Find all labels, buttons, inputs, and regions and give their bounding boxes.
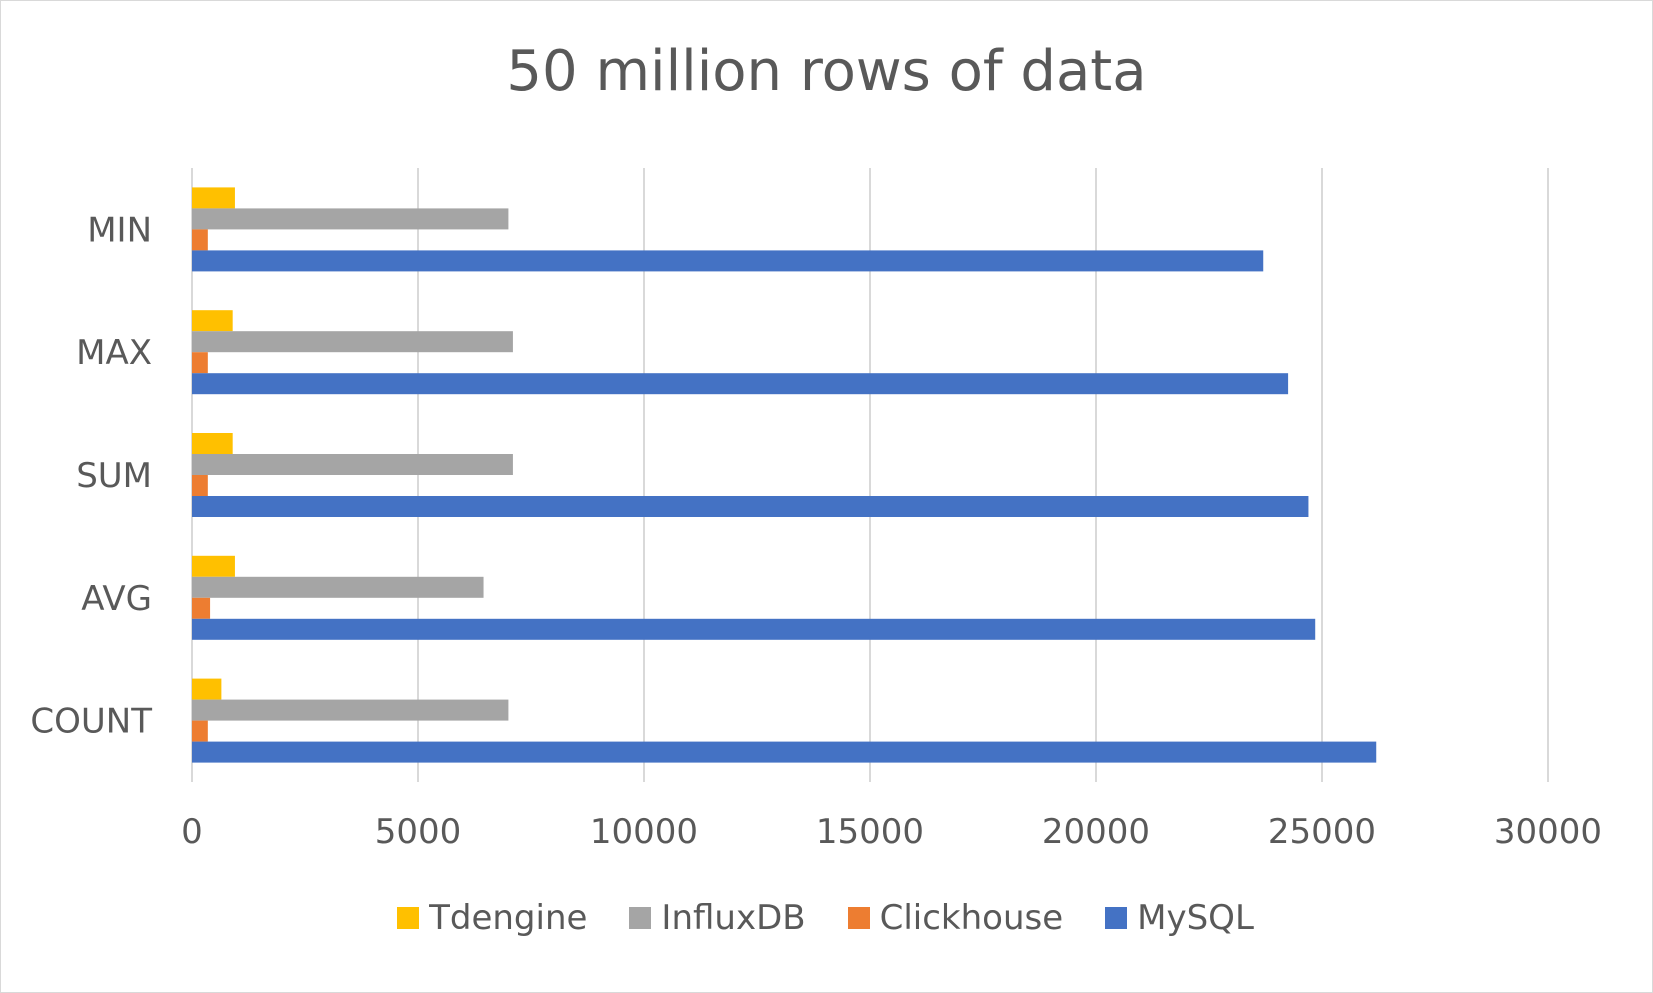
category-label-avg: AVG bbox=[81, 579, 152, 619]
bar-mysql-sum bbox=[192, 496, 1309, 517]
bar-mysql-min bbox=[192, 250, 1264, 272]
bar-influxdb-min bbox=[192, 208, 509, 230]
x-tick-label-5000: 5000 bbox=[375, 812, 462, 852]
legend-item-tdengine: Tdengine bbox=[397, 898, 587, 938]
bar-tdengine-count bbox=[192, 678, 222, 700]
bar-mysql-count bbox=[192, 741, 1377, 763]
legend-item-clickhouse: Clickhouse bbox=[847, 898, 1064, 938]
bar-influxdb-avg bbox=[192, 576, 484, 598]
category-label-max: MAX bbox=[76, 333, 152, 373]
category-label-count: COUNT bbox=[30, 702, 152, 742]
bar-clickhouse-count bbox=[192, 720, 208, 742]
bar-mysql-avg bbox=[192, 618, 1316, 640]
bar-clickhouse-avg bbox=[192, 597, 211, 619]
x-tick-label-0: 0 bbox=[181, 812, 203, 852]
bar-influxdb-count bbox=[192, 699, 509, 721]
bar-clickhouse-min bbox=[192, 229, 208, 251]
bar-mysql-max bbox=[192, 373, 1289, 395]
legend-swatch-influxdb bbox=[629, 907, 652, 929]
legend-item-influxdb: InfluxDB bbox=[629, 898, 806, 938]
bar-clickhouse-max bbox=[192, 352, 208, 374]
bar-tdengine-min bbox=[192, 187, 235, 209]
legend-item-mysql: MySQL bbox=[1105, 898, 1254, 938]
legend-label-clickhouse: Clickhouse bbox=[879, 898, 1064, 938]
bar-influxdb-max bbox=[192, 331, 513, 353]
legend-swatch-tdengine bbox=[397, 907, 420, 929]
chart-title: 50 million rows of data bbox=[506, 39, 1147, 104]
x-tick-label-20000: 20000 bbox=[1042, 812, 1150, 852]
legend-swatch-clickhouse bbox=[847, 907, 870, 929]
x-tick-label-30000: 30000 bbox=[1494, 812, 1602, 852]
x-tick-label-25000: 25000 bbox=[1268, 812, 1376, 852]
legend: Tdengine InfluxDB Clickhouse MySQL bbox=[0, 898, 1651, 938]
bar-tdengine-sum bbox=[192, 433, 233, 454]
bar-influxdb-sum bbox=[192, 454, 513, 475]
legend-label-tdengine: Tdengine bbox=[429, 898, 588, 938]
bar-tdengine-avg bbox=[192, 555, 235, 577]
x-tick-label-15000: 15000 bbox=[816, 812, 924, 852]
bar-tdengine-max bbox=[192, 310, 233, 332]
category-label-sum: SUM bbox=[76, 456, 152, 496]
legend-swatch-mysql bbox=[1105, 907, 1128, 929]
bar-clickhouse-sum bbox=[192, 475, 208, 496]
legend-label-influxdb: InfluxDB bbox=[661, 898, 806, 938]
x-tick-label-10000: 10000 bbox=[590, 812, 698, 852]
legend-label-mysql: MySQL bbox=[1137, 898, 1254, 938]
category-label-min: MIN bbox=[87, 210, 152, 250]
